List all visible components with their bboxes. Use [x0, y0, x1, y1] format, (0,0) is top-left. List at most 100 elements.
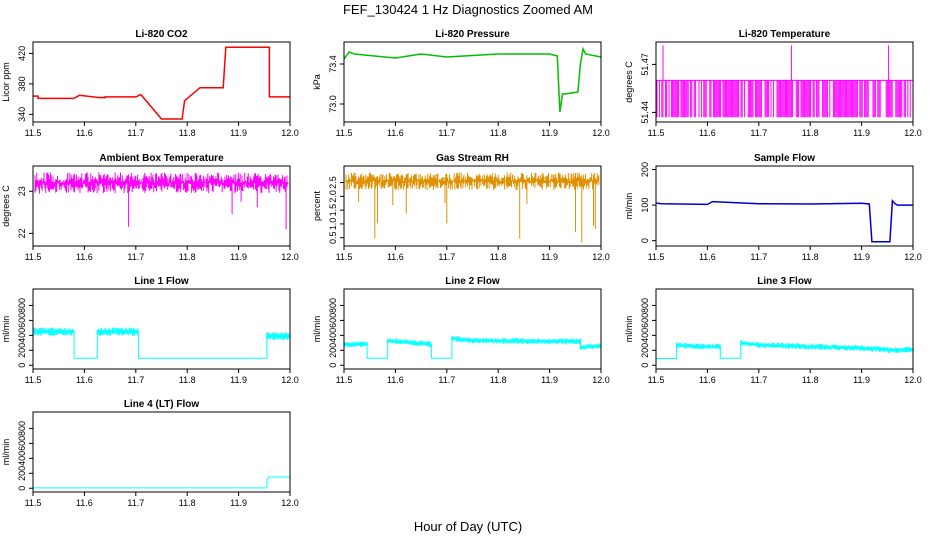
x-tick-label: 12.0: [904, 375, 922, 385]
x-tick-label: 11.6: [387, 128, 404, 138]
y-tick-label: 400: [17, 328, 27, 343]
x-tick-label: 12.0: [592, 252, 610, 262]
y-tick-label: 51.44: [640, 101, 650, 124]
x-tick-label: 12.0: [281, 498, 299, 508]
panel-2: Li-820 Pressure kPa 11.5 11.6 11.7 11.8 11.9 12…: [312, 29, 610, 138]
x-tick-label: 11.8: [179, 128, 196, 138]
y-tick-label: 200: [17, 343, 27, 358]
panel-1: Li-820 CO2 Licor ppm 11.5 11.6 11.7 11.8 11.9 1…: [1, 29, 299, 138]
panel-data: [33, 46, 290, 120]
series-line: [344, 46, 601, 113]
x-tick-label: 11.5: [648, 375, 665, 385]
x-tick-label: 11.8: [490, 375, 507, 385]
y-tick-label: 1.5: [328, 204, 338, 217]
x-tick-label: 11.9: [853, 375, 870, 385]
y-tick-label: 73.4: [328, 55, 338, 73]
y-tick-label: 420: [17, 46, 27, 61]
x-tick-label: 11.5: [648, 128, 665, 138]
panel-9: Line 3 Flow ml/min 11.5 11.6 11.7 11.8 11.9 12.…: [624, 276, 922, 385]
figure-title: FEF_130424 1 Hz Diagnostics Zoomed AM: [343, 2, 593, 17]
y-tick-label: 600: [17, 436, 27, 451]
x-tick-label: 12.0: [281, 128, 299, 138]
y-tick-label: 2.0: [328, 190, 338, 203]
flow-band: [344, 336, 601, 350]
panel-title: Line 4 (LT) Flow: [124, 399, 200, 410]
x-tick-label: 11.6: [76, 128, 93, 138]
panel-frame: [655, 288, 914, 370]
x-tick-label: 11.8: [179, 498, 196, 508]
x-tick-label: 11.7: [127, 128, 144, 138]
x-tick-label: 11.7: [750, 252, 767, 262]
panel-frame: [343, 165, 602, 247]
panel-10: Line 4 (LT) Flow ml/min 11.5 11.6 11.7 11.8 11…: [1, 399, 299, 508]
x-tick-label: 11.9: [541, 128, 558, 138]
y-tick-label: 1.0: [328, 218, 338, 231]
panel-title: Li-820 CO2: [135, 29, 188, 40]
y-tick-label: 800: [17, 421, 27, 436]
flow-band: [33, 327, 290, 341]
panel-frame: [32, 165, 291, 247]
x-tick-label: 11.7: [750, 375, 767, 385]
panel-title: Line 1 Flow: [134, 276, 189, 287]
x-tick-label: 11.6: [699, 252, 716, 262]
x-tick-label: 11.8: [802, 252, 819, 262]
panel-ylabel: Licor ppm: [1, 62, 11, 102]
series-line: [33, 476, 290, 489]
series-line: [33, 331, 290, 359]
panel-ylabel: ml/min: [624, 316, 634, 343]
panel-frame: [343, 288, 602, 370]
panel-data: [33, 476, 290, 489]
y-tick-label: 400: [328, 328, 338, 343]
x-tick-label: 11.9: [853, 128, 870, 138]
panel-data: [34, 172, 289, 230]
y-tick-label: 0: [17, 486, 27, 491]
y-tick-label: 22: [17, 228, 27, 238]
series-line: [656, 198, 913, 243]
y-tick-label: 600: [328, 313, 338, 328]
panel-ylabel: ml/min: [1, 439, 11, 466]
x-tick-label: 11.5: [336, 375, 353, 385]
y-tick-label: 0: [17, 363, 27, 368]
y-tick-label: 800: [17, 298, 27, 313]
temperature-trace: [656, 45, 911, 118]
y-tick-label: 200: [640, 162, 650, 177]
x-tick-label: 11.7: [127, 375, 144, 385]
panel-frame: [655, 165, 914, 247]
x-tick-label: 11.5: [648, 252, 665, 262]
y-tick-label: 23: [17, 186, 27, 196]
x-tick-label: 11.6: [387, 252, 404, 262]
panel-ylabel: degrees C: [624, 61, 634, 103]
panel-ylabel: percent: [312, 190, 322, 221]
x-tick-label: 11.6: [387, 375, 404, 385]
x-tick-label: 12.0: [281, 375, 299, 385]
x-tick-label: 11.9: [541, 375, 558, 385]
x-tick-label: 11.9: [230, 128, 247, 138]
panel-5: Gas Stream RH percent 11.5 11.6 11.7 11.8 11.9…: [312, 153, 610, 262]
panel-frame: [32, 411, 291, 493]
x-tick-label: 11.7: [127, 252, 144, 262]
x-tick-label: 11.8: [802, 375, 819, 385]
x-tick-label: 11.8: [490, 252, 507, 262]
y-tick-label: 0: [640, 238, 650, 243]
y-tick-label: 73.0: [328, 95, 338, 113]
panel-title: Gas Stream RH: [436, 153, 509, 164]
y-tick-label: 200: [328, 343, 338, 358]
x-tick-label: 11.9: [230, 252, 247, 262]
x-tick-label: 11.6: [76, 375, 93, 385]
panel-7: Line 1 Flow ml/min 11.5 11.6 11.7 11.8 11.9 12.…: [1, 276, 299, 385]
x-tick-label: 11.9: [230, 375, 247, 385]
x-tick-label: 11.6: [699, 375, 716, 385]
panel-8: Line 2 Flow ml/min 11.5 11.6 11.7 11.8 11.9 12.…: [312, 276, 610, 385]
x-tick-label: 12.0: [904, 128, 922, 138]
panel-title: Line 2 Flow: [445, 276, 500, 287]
x-tick-label: 11.9: [230, 498, 247, 508]
panel-frame: [655, 41, 914, 123]
panel-data: [344, 46, 601, 113]
figure-xlabel: Hour of Day (UTC): [414, 519, 522, 534]
panel-title: Line 3 Flow: [757, 276, 812, 287]
x-tick-label: 11.9: [853, 252, 870, 262]
x-tick-label: 11.9: [541, 252, 558, 262]
x-tick-label: 11.8: [490, 128, 507, 138]
panel-frame: [32, 41, 291, 123]
y-tick-label: 0: [640, 363, 650, 368]
